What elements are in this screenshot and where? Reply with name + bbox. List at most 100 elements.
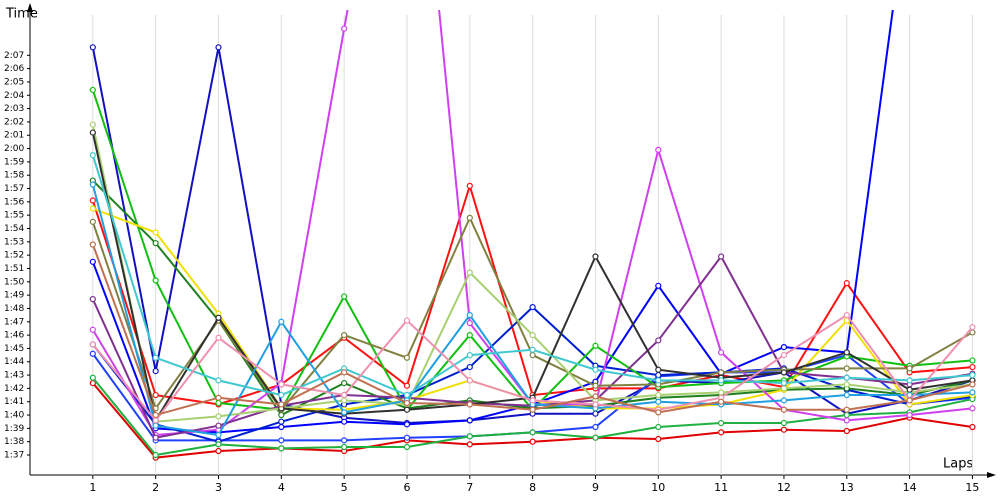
point <box>89 129 96 136</box>
point <box>906 411 913 419</box>
y-tick-label: 1:56 <box>4 197 24 207</box>
point <box>718 398 725 405</box>
point <box>780 369 788 376</box>
point <box>215 399 222 407</box>
x-axis-arrow <box>987 472 996 478</box>
point <box>529 346 536 353</box>
point <box>89 197 96 204</box>
y-tick-label: 2:02 <box>4 117 24 127</box>
point <box>655 377 662 384</box>
point <box>780 379 788 387</box>
point <box>906 365 913 372</box>
y-tick-label: 1:39 <box>4 424 24 434</box>
point <box>89 296 96 303</box>
point <box>655 398 662 405</box>
point <box>341 379 348 387</box>
point <box>403 354 411 361</box>
point <box>592 434 599 441</box>
point <box>152 451 159 459</box>
point <box>843 406 850 413</box>
point <box>969 389 976 396</box>
point <box>466 182 473 189</box>
point <box>341 25 348 32</box>
x-axis-label: Laps <box>943 457 973 472</box>
point <box>780 397 788 404</box>
x-tick-label: 12 <box>777 481 791 494</box>
point <box>403 382 411 389</box>
point <box>843 374 850 381</box>
y-tick-label: 1:46 <box>4 331 24 341</box>
point <box>655 337 662 344</box>
point <box>592 366 599 373</box>
point <box>89 181 96 188</box>
y-tick-label: 1:50 <box>4 277 24 287</box>
point <box>403 317 411 324</box>
point <box>906 397 913 404</box>
point <box>403 406 411 413</box>
point <box>969 405 976 412</box>
point <box>278 418 285 425</box>
point <box>718 369 725 376</box>
point <box>466 417 473 424</box>
point <box>89 44 96 51</box>
point <box>466 401 473 408</box>
point <box>215 44 222 51</box>
x-tick-label: 13 <box>840 481 854 494</box>
point <box>780 406 788 413</box>
point <box>655 366 662 373</box>
point <box>466 433 473 440</box>
point <box>89 241 96 248</box>
point <box>780 426 788 433</box>
y-tick-label: 1:57 <box>4 184 24 194</box>
point <box>341 369 348 376</box>
point <box>780 385 788 392</box>
point <box>718 429 725 436</box>
point <box>341 443 348 451</box>
x-tick-label: 9 <box>592 481 599 494</box>
point <box>341 391 348 399</box>
y-tick-label: 1:45 <box>4 344 24 354</box>
point <box>529 429 536 436</box>
y-tick-label: 2:03 <box>4 104 24 114</box>
point <box>278 445 285 452</box>
point <box>780 343 788 351</box>
point <box>718 389 725 396</box>
y-tick-label: 1:37 <box>4 451 24 461</box>
point <box>969 324 976 331</box>
x-tick-label: 11 <box>714 481 728 494</box>
x-tick-label: 3 <box>215 481 222 494</box>
point <box>655 146 662 153</box>
y-tick-label: 1:51 <box>4 264 24 274</box>
point <box>215 377 222 384</box>
point <box>718 419 725 427</box>
x-tick-label: 5 <box>341 481 348 494</box>
point <box>403 399 411 407</box>
point <box>152 277 159 284</box>
point <box>718 377 725 384</box>
x-tick-label: 10 <box>651 481 665 494</box>
point <box>466 351 473 359</box>
point <box>152 434 159 441</box>
point <box>655 391 662 399</box>
point <box>969 381 976 388</box>
point <box>341 418 348 425</box>
point <box>278 391 285 399</box>
point <box>843 280 850 287</box>
point <box>655 423 662 431</box>
point <box>152 411 159 419</box>
y-tick-label: 1:44 <box>4 357 24 367</box>
point <box>403 434 411 441</box>
point <box>278 411 285 419</box>
point <box>843 417 850 424</box>
point <box>215 441 222 448</box>
point <box>89 152 96 159</box>
point <box>655 282 662 289</box>
x-tick-label: 14 <box>903 481 917 494</box>
point <box>529 406 536 413</box>
point <box>466 332 473 339</box>
y-axis-label: Time <box>5 7 38 22</box>
point <box>466 214 473 221</box>
point <box>529 397 536 404</box>
point <box>843 427 850 435</box>
point <box>969 357 976 364</box>
